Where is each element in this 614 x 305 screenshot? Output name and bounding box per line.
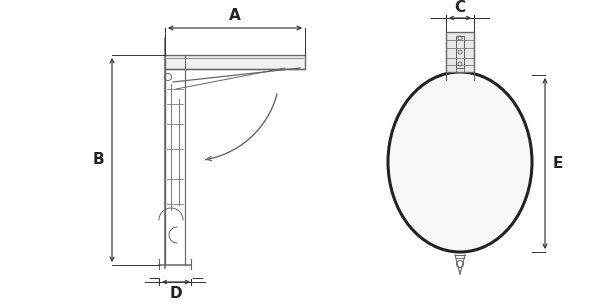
Text: B: B (92, 152, 104, 167)
Ellipse shape (388, 72, 532, 252)
Bar (446, 32, 474, 72)
Text: D: D (169, 286, 182, 302)
Bar (456, 36, 464, 68)
Text: A: A (229, 8, 241, 23)
Text: E: E (553, 156, 563, 170)
Bar (165, 55, 305, 69)
Text: C: C (454, 1, 465, 16)
